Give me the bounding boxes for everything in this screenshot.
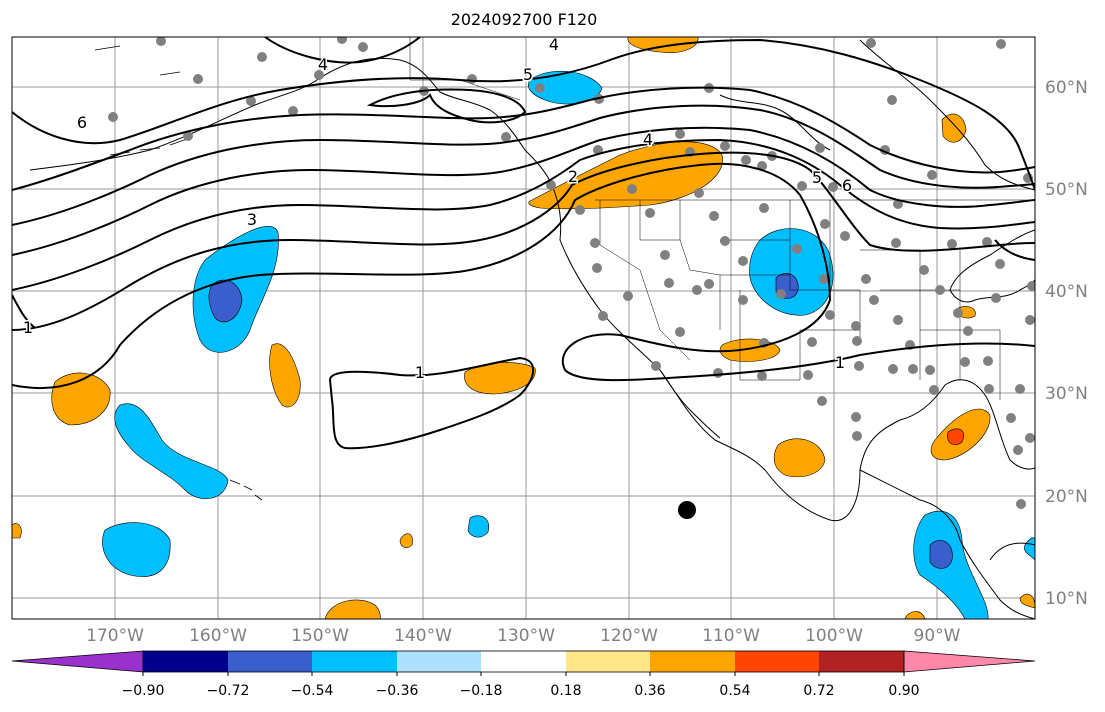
map-background	[12, 37, 1035, 619]
colorbar-tick-label: 0.72	[803, 683, 835, 699]
coastlines	[29, 39, 1035, 619]
strong-positive-anomaly-area	[947, 428, 965, 445]
colorbar-segment	[312, 651, 397, 672]
negative-anomaly-area	[114, 403, 229, 499]
positive-anomaly-area	[324, 599, 381, 619]
colorbar-segment	[566, 651, 650, 672]
height-contours	[12, 37, 1035, 450]
positive-anomaly-area	[773, 438, 826, 478]
colorbar-tick-label: −0.54	[290, 683, 334, 699]
contour-label: 5	[523, 65, 533, 84]
lon-label: 160°W	[189, 626, 247, 646]
colorbar-segment	[735, 651, 819, 672]
negative-anomaly-area	[467, 515, 490, 538]
lon-label: 110°W	[702, 626, 760, 646]
colorbar-tick-label: 0.90	[888, 683, 920, 699]
colorbar-segment	[650, 651, 735, 672]
large-marker	[678, 501, 696, 519]
contour-label: 5	[812, 168, 822, 187]
contour-label: 6	[77, 113, 87, 132]
lon-label: 90°W	[913, 626, 961, 646]
lat-label: 10°N	[1045, 589, 1088, 609]
contour-label: 4	[318, 55, 328, 74]
colorbar-segment	[481, 651, 566, 672]
contour-label: 6	[842, 176, 852, 195]
contour-label: 2	[568, 167, 578, 186]
station-dots	[108, 37, 1035, 509]
colorbar-extend-high	[903, 650, 1036, 673]
colorbar-segment	[228, 651, 312, 672]
colorbar	[11, 650, 1036, 676]
lat-label: 50°N	[1045, 180, 1088, 200]
colorbar-tick-label: 0.18	[550, 683, 582, 699]
positive-anomaly-area	[399, 533, 413, 549]
colorbar-segment	[397, 651, 481, 672]
colorbar-tick-label: −0.90	[121, 683, 165, 699]
contour-label: 4	[549, 35, 559, 54]
positive-anomaly-area	[1019, 593, 1035, 609]
contour-label: 1	[23, 318, 33, 337]
contour-label: 3	[247, 210, 257, 229]
negative-anomaly-area	[102, 522, 171, 577]
state-borders	[409, 37, 1035, 400]
positive-anomaly-area	[528, 141, 723, 210]
lon-label: 100°W	[805, 626, 863, 646]
negative-anomaly-area	[913, 510, 989, 619]
strong-negative-anomaly-area	[208, 279, 243, 323]
colorbar-tick-label: 0.36	[634, 683, 666, 699]
lon-label: 130°W	[497, 626, 555, 646]
contour-label: 1	[835, 353, 845, 372]
lat-label: 60°N	[1045, 78, 1088, 98]
negative-anomaly-area	[749, 228, 834, 316]
colorbar-tick-label: −0.72	[206, 683, 250, 699]
contour-labels: 4 5 6 4 2 3 5 6 1 1 1 4	[21, 35, 853, 384]
colorbar-tick-label: −0.18	[459, 683, 503, 699]
lat-label: 20°N	[1045, 487, 1088, 507]
lon-label: 140°W	[394, 626, 452, 646]
positive-anomaly-area	[12, 523, 22, 539]
map-title: 2024092700 F120	[450, 10, 598, 29]
colorbar-extend-low	[11, 650, 144, 673]
colorbar-segment	[819, 651, 904, 672]
lat-label: 40°N	[1045, 282, 1088, 302]
positive-anomaly-area	[941, 113, 967, 143]
contour-label: 1	[415, 363, 425, 382]
lon-label: 170°W	[86, 626, 144, 646]
contour-label: 4	[643, 130, 653, 149]
map-frame	[11, 36, 1036, 620]
colorbar-segment	[143, 651, 228, 672]
colorbar-tick-label: 0.54	[719, 683, 751, 699]
lon-label: 120°W	[600, 626, 658, 646]
lat-label: 30°N	[1045, 384, 1088, 404]
colorbar-tick-label: −0.36	[375, 683, 419, 699]
lon-label: 150°W	[291, 626, 349, 646]
strong-negative-anomaly-area	[929, 540, 953, 569]
positive-anomaly-area	[269, 343, 301, 408]
